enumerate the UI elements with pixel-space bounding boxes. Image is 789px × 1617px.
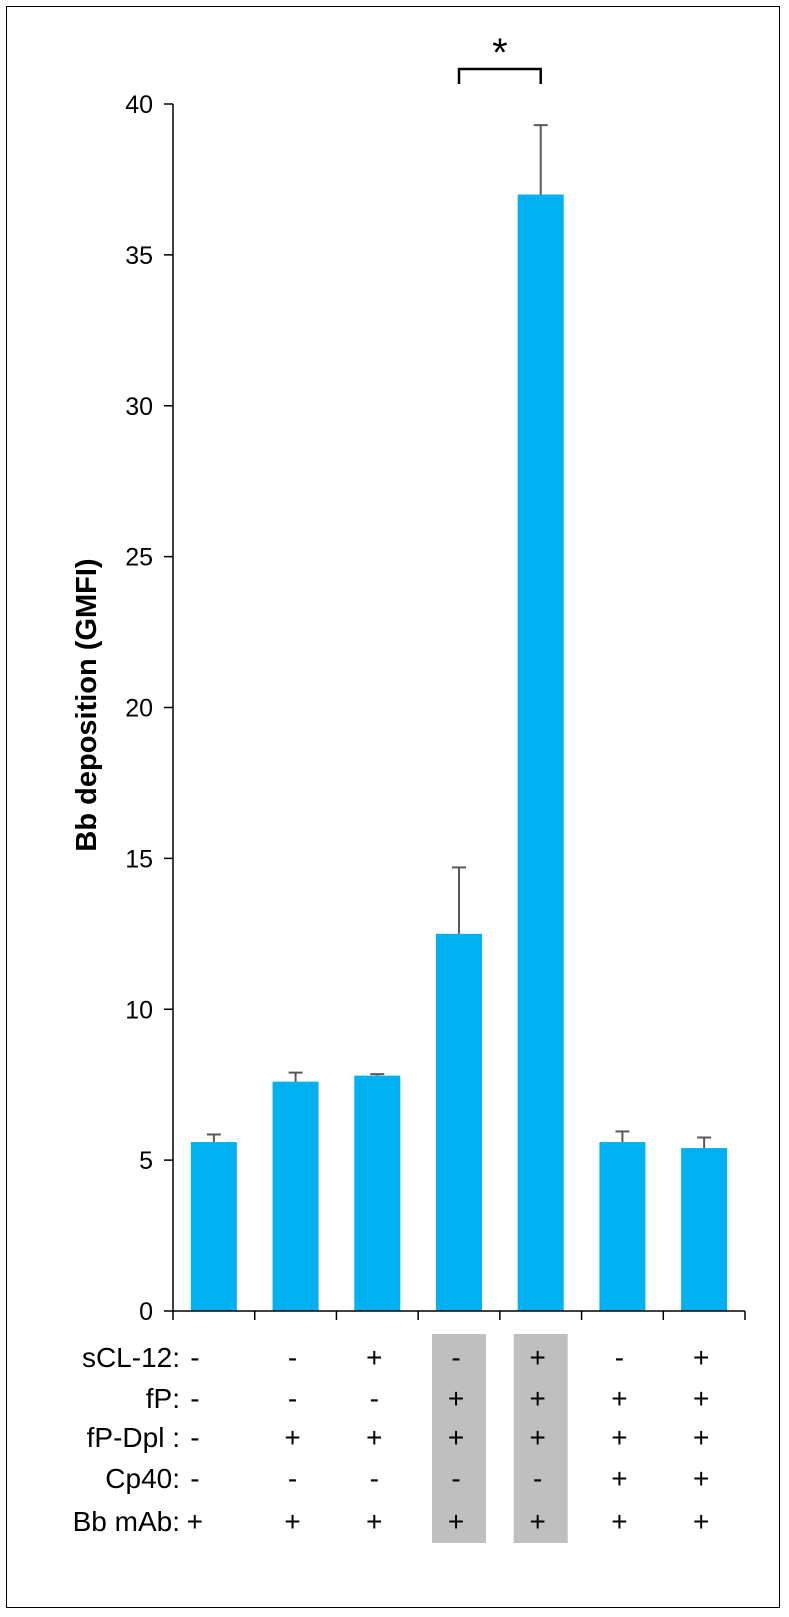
highlight-column-5 bbox=[513, 1334, 568, 1543]
condition-value: - bbox=[190, 1383, 199, 1414]
condition-value: - bbox=[288, 1342, 297, 1373]
significance-layer: * bbox=[457, 31, 542, 84]
y-axis-label: Bb deposition (GMFI) bbox=[71, 558, 103, 851]
condition-value: + bbox=[366, 1342, 382, 1373]
error-bar-1 bbox=[206, 1133, 221, 1143]
condition-value: - bbox=[451, 1463, 460, 1494]
condition-table: sCL-12: - - + - + - +fP: - - - + + + +fP-Dpl : - + + + + + +C… bbox=[73, 1342, 710, 1537]
condition-value: + bbox=[693, 1383, 709, 1414]
y-tick-label: 20 bbox=[125, 695, 153, 723]
bar-1 bbox=[190, 1142, 237, 1311]
bar-7 bbox=[681, 1148, 728, 1311]
condition-value: + bbox=[611, 1422, 627, 1453]
y-tick-label: 15 bbox=[125, 845, 153, 873]
condition-value: + bbox=[611, 1506, 627, 1537]
y-tick-label: 30 bbox=[125, 393, 153, 421]
error-bar-3 bbox=[370, 1073, 385, 1076]
condition-value: + bbox=[693, 1463, 709, 1494]
condition-value: + bbox=[530, 1342, 546, 1373]
bar-layer bbox=[190, 194, 728, 1311]
condition-value: - bbox=[370, 1383, 379, 1414]
condition-value: - bbox=[533, 1463, 542, 1494]
condition-value: + bbox=[284, 1506, 300, 1537]
condition-value: + bbox=[284, 1422, 300, 1453]
condition-value: - bbox=[451, 1342, 460, 1373]
y-tick-label: 5 bbox=[139, 1147, 153, 1175]
bar-3 bbox=[354, 1075, 401, 1311]
significance-bracket bbox=[457, 67, 542, 84]
y-tick-label: 35 bbox=[125, 242, 153, 270]
condition-value: - bbox=[190, 1422, 199, 1453]
error-bar-7 bbox=[697, 1136, 712, 1149]
error-bar-2 bbox=[288, 1071, 303, 1082]
condition-value: - bbox=[190, 1342, 199, 1373]
condition-value: + bbox=[448, 1383, 464, 1414]
bar-6 bbox=[599, 1142, 646, 1311]
condition-value: + bbox=[693, 1342, 709, 1373]
condition-value: + bbox=[611, 1463, 627, 1494]
condition-value: + bbox=[530, 1383, 546, 1414]
condition-value: - bbox=[615, 1342, 624, 1373]
condition-value: + bbox=[366, 1422, 382, 1453]
highlight-column-4 bbox=[432, 1334, 486, 1543]
y-tick-label: 10 bbox=[125, 996, 153, 1024]
condition-value: - bbox=[288, 1383, 297, 1414]
figure-border bbox=[6, 6, 780, 1608]
error-bar-4 bbox=[452, 866, 466, 934]
condition-row-label: Cp40: bbox=[105, 1463, 180, 1494]
condition-row-label: fP: bbox=[146, 1383, 180, 1414]
y-tick-label: 25 bbox=[125, 544, 153, 572]
bar-2 bbox=[272, 1081, 319, 1311]
highlight-layer bbox=[432, 1334, 568, 1543]
y-tick-label: 40 bbox=[125, 91, 153, 119]
error-bar-layer bbox=[206, 124, 712, 1149]
bar-4 bbox=[436, 933, 482, 1311]
condition-value: + bbox=[366, 1506, 382, 1537]
y-tick-label: 0 bbox=[139, 1298, 153, 1326]
condition-value: + bbox=[448, 1422, 464, 1453]
condition-value: - bbox=[190, 1463, 199, 1494]
error-bar-5 bbox=[533, 124, 548, 195]
condition-value: - bbox=[288, 1463, 297, 1494]
condition-value: + bbox=[187, 1506, 203, 1537]
condition-value: + bbox=[530, 1422, 546, 1453]
condition-row-label: fP-Dpl : bbox=[87, 1422, 180, 1453]
condition-row-label: Bb mAb: bbox=[73, 1506, 180, 1537]
condition-value: + bbox=[693, 1422, 709, 1453]
condition-value: + bbox=[693, 1506, 709, 1537]
condition-value: + bbox=[448, 1506, 464, 1537]
condition-value: + bbox=[530, 1506, 546, 1537]
condition-value: + bbox=[611, 1383, 627, 1414]
significance-label: * bbox=[492, 31, 508, 75]
condition-value: - bbox=[370, 1463, 379, 1494]
condition-row-label: sCL-12: bbox=[82, 1342, 180, 1373]
y-tick-layer: 0 5 10 15 20 25 30 35 40 bbox=[125, 91, 173, 1326]
error-bar-6 bbox=[615, 1130, 630, 1143]
bar-5 bbox=[517, 194, 564, 1311]
